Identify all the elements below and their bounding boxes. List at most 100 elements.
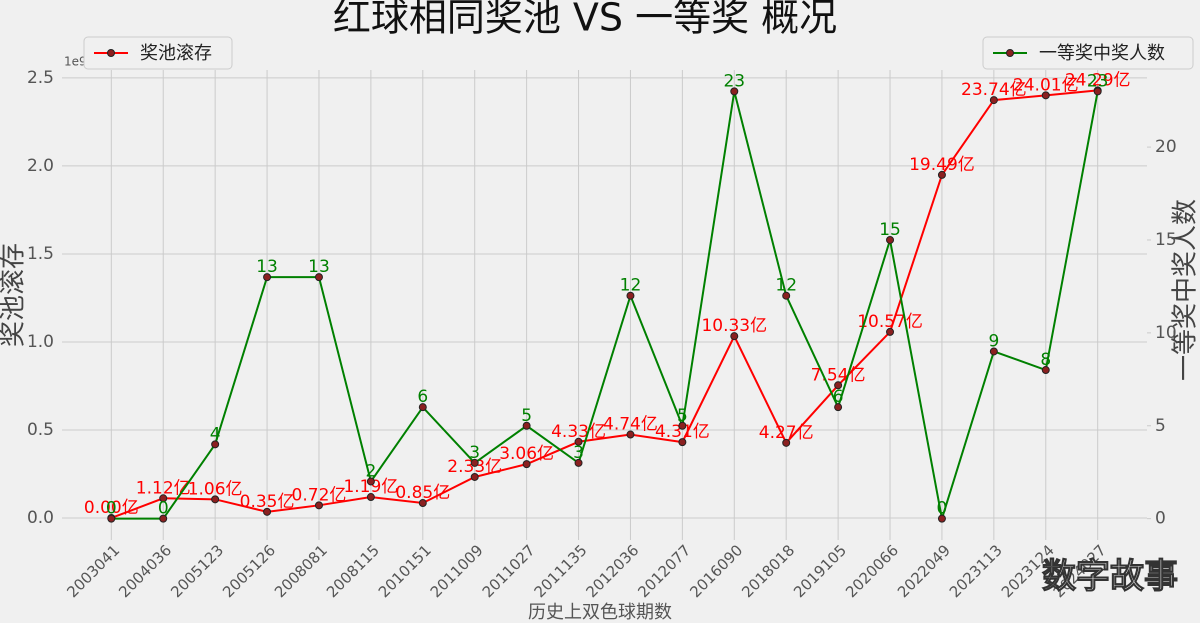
data-point <box>678 438 687 447</box>
series-line <box>111 91 1099 520</box>
data-point <box>678 421 687 430</box>
legend-box <box>83 36 233 70</box>
data-point <box>211 495 220 504</box>
data-point <box>470 472 479 481</box>
y-axis-label: 奖池滚存 <box>0 243 29 347</box>
data-label: 4.31亿 <box>655 422 710 442</box>
y2-tick-label: 20 <box>1155 137 1177 157</box>
y-tick-label: 0.0 <box>27 508 54 528</box>
data-point <box>886 235 895 244</box>
data-point <box>574 437 583 446</box>
data-point <box>834 403 843 412</box>
legend-box <box>982 36 1194 70</box>
data-label: 4.74亿 <box>603 415 658 435</box>
data-point <box>418 499 427 508</box>
data-label: 24.01亿 <box>1013 75 1079 95</box>
data-label: 0 <box>158 499 169 519</box>
data-point <box>834 381 843 390</box>
data-label: 1.19亿 <box>343 477 398 497</box>
legend-label: 奖池滚存 <box>140 43 212 64</box>
data-label: 4 <box>210 424 221 444</box>
y-tick-label: 1.5 <box>27 244 54 264</box>
data-label: 9 <box>988 331 999 351</box>
data-point <box>989 347 998 356</box>
data-label: 2.33亿 <box>447 457 502 477</box>
chart-title: 红球相同奖池 VS 一等奖 概况 <box>333 0 837 40</box>
data-label: 4.33亿 <box>551 422 606 442</box>
data-label: 0.72亿 <box>292 485 347 505</box>
data-point <box>314 501 323 510</box>
y2-tick-label: 0 <box>1155 509 1166 529</box>
legend-label: 一等奖中奖人数 <box>1039 43 1165 64</box>
data-point <box>418 403 427 412</box>
data-point <box>522 460 531 469</box>
data-label: 2 <box>365 461 376 481</box>
data-point <box>1041 91 1050 100</box>
y2-tick-label: 15 <box>1155 230 1177 250</box>
data-label: 23 <box>1087 71 1109 91</box>
data-label: 1.12亿 <box>136 478 191 498</box>
data-label: 8 <box>1040 350 1051 370</box>
y2-axis-label: 一等奖中奖人数 <box>1171 199 1200 381</box>
data-point <box>989 96 998 105</box>
data-point <box>159 514 168 523</box>
data-label: 3 <box>573 443 584 463</box>
legend-marker <box>107 49 115 57</box>
data-label: 10.33亿 <box>701 316 767 336</box>
data-label: 6 <box>417 387 428 407</box>
data-point <box>263 273 272 282</box>
data-point <box>1093 87 1102 96</box>
series-line <box>110 89 1098 519</box>
data-label: 6 <box>833 387 844 407</box>
data-point <box>211 440 220 449</box>
y-tick-label: 2.0 <box>27 156 54 176</box>
data-label: 0 <box>106 499 117 519</box>
y-tick-label: 1.0 <box>27 332 54 352</box>
data-label: 3.06亿 <box>499 444 554 464</box>
data-point <box>1041 366 1050 375</box>
data-point <box>886 327 895 336</box>
y-offset-label: 1e9 <box>64 55 87 69</box>
data-label: 5 <box>677 406 688 426</box>
data-label: 24.29亿 <box>1065 70 1131 90</box>
data-label: 15 <box>879 220 901 240</box>
data-point <box>470 458 479 467</box>
y2-tick-label: 10 <box>1155 323 1177 343</box>
data-point <box>366 493 375 502</box>
data-label: 13 <box>308 257 330 277</box>
data-point <box>314 273 323 282</box>
data-label: 19.49亿 <box>909 155 975 175</box>
watermark: 数字故事 <box>1042 557 1178 597</box>
data-label: 0 <box>937 499 948 519</box>
data-point <box>782 291 791 300</box>
data-label: 12 <box>620 276 642 296</box>
data-point <box>782 438 791 447</box>
data-label: 4.27亿 <box>759 423 814 443</box>
data-point <box>159 494 168 503</box>
data-label: 3 <box>469 443 480 463</box>
data-point <box>730 332 739 341</box>
data-label: 0.00亿 <box>84 498 139 518</box>
data-label: 5 <box>521 406 532 426</box>
data-point <box>366 477 375 486</box>
data-label: 23 <box>723 71 745 91</box>
data-point <box>626 430 635 439</box>
y-tick-label: 0.5 <box>27 420 54 440</box>
x-axis-label: 历史上双色球期数 <box>528 602 672 623</box>
data-point <box>107 514 116 523</box>
data-label: 1.06亿 <box>188 479 243 499</box>
data-label: 13 <box>256 257 278 277</box>
data-point <box>263 507 272 516</box>
data-label: 23.74亿 <box>961 80 1027 100</box>
data-label: 12 <box>775 276 797 296</box>
data-point <box>937 514 946 523</box>
data-point <box>574 458 583 467</box>
data-label: 0.85亿 <box>395 483 450 503</box>
data-point <box>730 87 739 96</box>
y-tick-label: 2.5 <box>27 68 54 88</box>
data-label: 7.54亿 <box>811 365 866 385</box>
data-point <box>522 421 531 430</box>
data-label: 0.35亿 <box>240 492 295 512</box>
